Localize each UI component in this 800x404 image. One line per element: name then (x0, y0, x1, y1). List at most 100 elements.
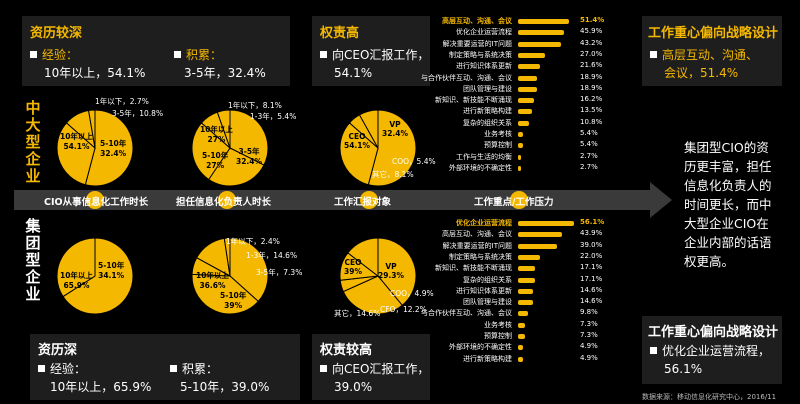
side-char: 业 (25, 285, 41, 303)
bottom-mid-line2: 39.0% (334, 380, 373, 394)
pie-slice (342, 275, 403, 315)
band-arrow-icon (650, 182, 672, 218)
bar-value: 27.0% (580, 49, 603, 58)
bullet-icon (170, 365, 177, 372)
bar-label: 高层互动、沟通、会议 (442, 230, 512, 239)
bar-label: 优化企业运营流程 (456, 219, 512, 227)
pie-label: 5-10年 39% (220, 291, 247, 310)
top-left-item2-value: 3-5年，32.4% (184, 66, 266, 80)
timeline-band (14, 190, 654, 210)
bar (518, 41, 562, 47)
top-left-item1-value: 10年以上，54.1% (44, 66, 146, 80)
bar-row: 外部环境的不确定性 4.9% (410, 342, 630, 352)
pie-label: VP 29.3% (378, 262, 405, 280)
bottom-right-panel: 工作重心偏向战略设计 优化企业运营流程， 56.1% (642, 316, 782, 384)
band-label: CIO从事信息化工作时长 (44, 197, 149, 208)
pie-slice (339, 122, 379, 186)
bar-label: 制定策略与系统决策 (449, 50, 512, 59)
band-dot (510, 191, 528, 209)
bar-value: 56.1% (580, 218, 605, 226)
pie-slice (223, 237, 231, 277)
top-right-title: 工作重心偏向战略设计 (648, 26, 779, 41)
bar (518, 154, 521, 160)
side-label-bottom: 集 团 型 企 业 (24, 218, 42, 303)
bar-value: 43.9% (580, 229, 603, 238)
side-char: 集 (25, 217, 41, 235)
bar-value: 21.6% (580, 61, 603, 70)
bar-label: 进行知识体系更新 (456, 62, 512, 71)
bar-row: 进行新策略构建 4.9% (410, 354, 630, 364)
bullet-icon (38, 365, 45, 372)
pie-label: COO，4.9% (390, 289, 434, 298)
bar-row: 优化企业运营流程 56.1% (410, 218, 630, 228)
bar-chart-focus-group: 优化企业运营流程 56.1% 高层互动、沟通、会议 43.9% 解决重要运营的IT问题 3… (410, 218, 640, 369)
bar-row: 工作与生活的均衡 2.7% (410, 151, 630, 162)
pie-label: COO，5.4% (392, 157, 436, 166)
bar-label: 业务考核 (484, 320, 512, 329)
pie-label: 1-3年，5.4% (250, 112, 297, 121)
bar (518, 165, 521, 171)
bar (518, 19, 570, 24)
bar (518, 277, 536, 283)
bar-value: 7.3% (580, 331, 598, 339)
bar-value: 43.2% (580, 38, 603, 47)
bullet-icon (30, 51, 37, 58)
bar-label: 解决重要运营的IT问题 (442, 39, 512, 48)
pie-chart-experience-group (56, 237, 134, 315)
bar-label: 复杂的组织关系 (463, 275, 512, 284)
pie-label: 其它，8.1% (372, 170, 414, 179)
pie-label: VP 32.4% (382, 120, 409, 138)
bar-value: 22.0% (580, 251, 603, 260)
bar (518, 120, 529, 126)
top-right-line2: 会议，51.4% (664, 66, 739, 80)
bar (518, 254, 540, 260)
band-label: 工作汇报对象 (334, 197, 392, 208)
bar-value: 2.7% (580, 151, 598, 160)
bottom-left-item2-value: 5-10年，39.0% (180, 380, 270, 394)
bar-row: 与合作伙伴互动、沟通、会议 18.9% (410, 72, 630, 83)
bar (518, 132, 524, 137)
bar-value: 18.9% (580, 72, 603, 81)
pie-label: 1-3年，14.6% (246, 251, 298, 260)
bar-label: 复杂的组织关系 (463, 118, 512, 127)
bar-row: 团队管理与建设 18.9% (410, 84, 630, 94)
bar-value: 17.1% (580, 263, 603, 272)
bar-label: 制定策略与系统决策 (449, 252, 512, 261)
bullet-icon (174, 51, 181, 58)
bullet-icon (320, 51, 327, 58)
bullet-icon (320, 365, 327, 372)
bar-value: 9.8% (580, 308, 598, 317)
pie-slice (347, 237, 379, 278)
pie-label: 10年以上 27% (200, 125, 233, 144)
bar (518, 243, 557, 249)
bar-label: 优化企业运营流程 (456, 28, 512, 37)
bar (518, 356, 523, 362)
bar-row: 进行新策略构建 13.5% (410, 106, 630, 116)
bar (518, 221, 575, 226)
top-left-title: 资历较深 (30, 26, 83, 41)
bar (518, 288, 533, 294)
bar-label: 高层互动、沟通、会议 (442, 17, 512, 25)
bar-row: 进行知识体系更新 21.6% (410, 61, 630, 71)
bar (518, 143, 524, 149)
bar-label: 新知识、新技能不断涌现 (435, 264, 512, 273)
bar-row: 制定策略与系统决策 27.0% (410, 49, 630, 60)
pie-label: 3-5年，10.8% (112, 109, 164, 118)
bar (518, 300, 533, 306)
pie-label: 其它，14.6% (334, 309, 381, 318)
bar-row: 高层互动、沟通、会议 51.4% (410, 16, 630, 26)
bar-row: 新知识、新技能不断涌现 16.2% (410, 95, 630, 105)
band-dot (218, 191, 236, 209)
top-right-panel: 工作重心偏向战略设计 高层互动、沟通、 会议，51.4% (642, 16, 782, 86)
bar-row: 制定策略与系统决策 22.0% (410, 251, 630, 262)
bar-label: 解决重要运营的IT问题 (442, 241, 512, 250)
bar (518, 30, 564, 36)
bar-row: 高层互动、沟通、会议 43.9% (410, 229, 630, 239)
bottom-right-title: 工作重心偏向战略设计 (648, 325, 779, 340)
bar-row: 业务考核 7.3% (410, 320, 630, 330)
pie-slice (56, 237, 96, 298)
side-char: 型 (25, 251, 41, 269)
bar-row: 进行知识体系更新 14.6% (410, 286, 630, 296)
pie-slice (191, 273, 259, 315)
pie-chart-report-group (339, 237, 417, 315)
